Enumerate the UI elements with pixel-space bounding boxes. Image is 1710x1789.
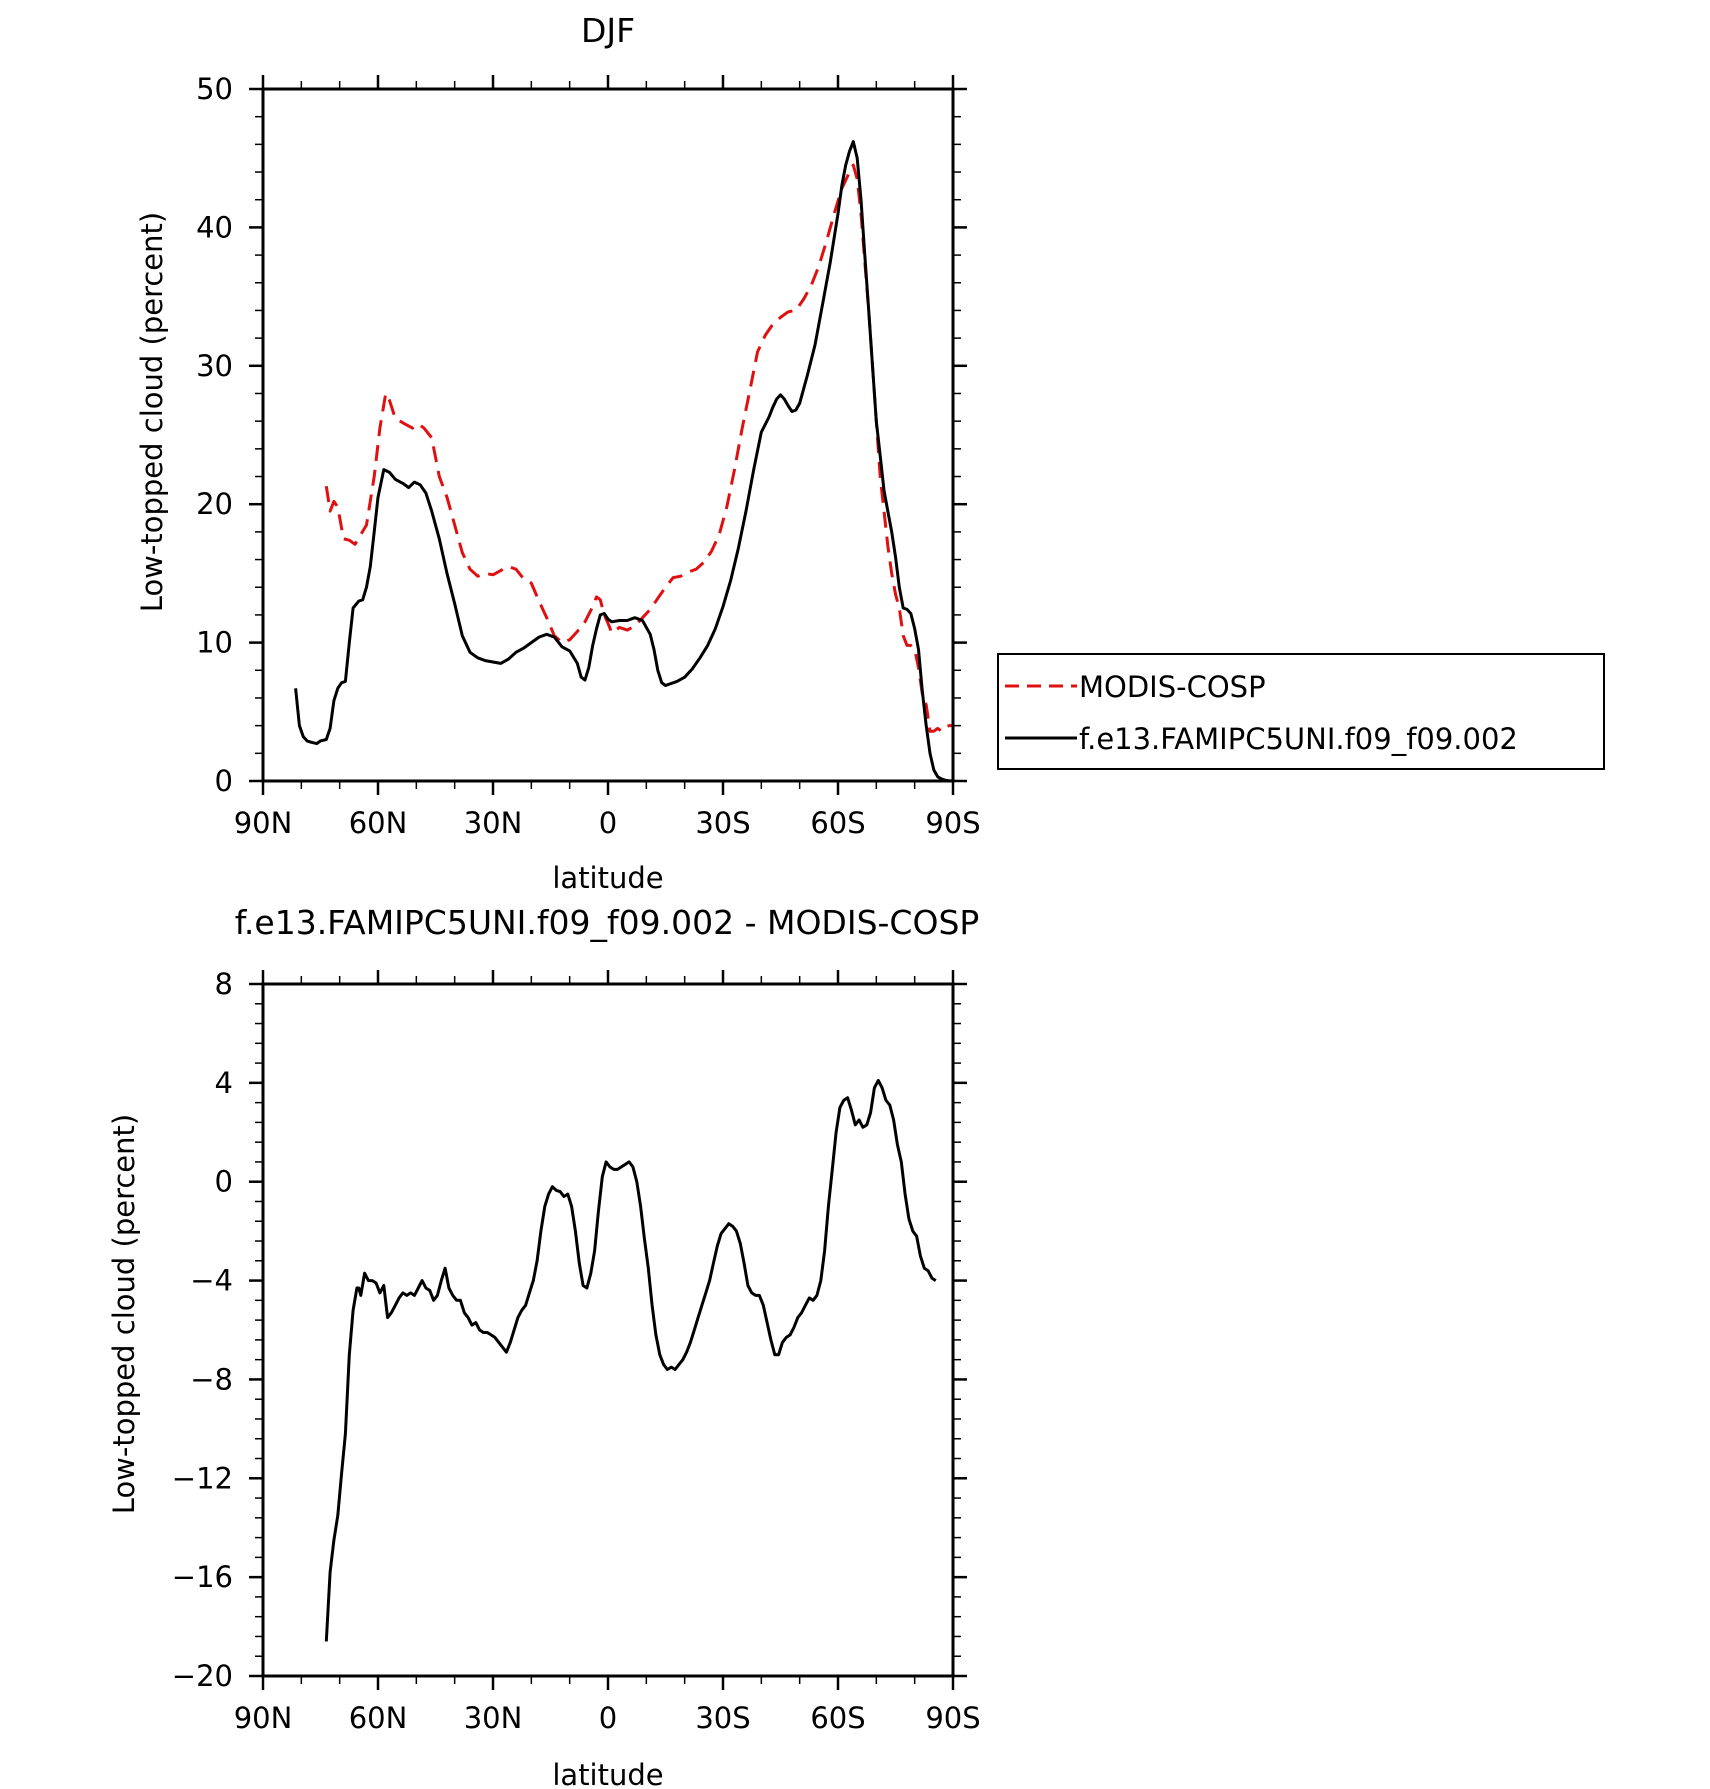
top-x-tick-label: 0 [599,806,617,840]
top-panel: DJF Low-topped cloud (percent) latitude … [135,11,1605,895]
bottom-y-tick-label: 4 [215,1066,233,1100]
bottom-series-line-model [324,1078,937,1642]
top-y-tick-label: 10 [196,626,233,660]
legend-label-modis: MODIS-COSP [1079,670,1266,704]
bottom-plot-frame [261,982,955,1678]
top-y-tick-label: 40 [196,210,233,244]
bottom-y-tick-label: 0 [215,1165,233,1199]
top-y-tick-label: 0 [215,764,233,798]
top-x-tick-label: 60S [810,806,865,840]
bottom-y-tick-label: −12 [172,1461,233,1495]
top-series-line-model [294,140,954,783]
bottom-axis-ticks [249,970,967,1690]
bottom-x-tick-label: 60S [810,1701,865,1735]
legend: MODIS-COSP f.e13.FAMIPC5UNI.f09_f09.002 [997,653,1605,770]
bottom-y-axis-label: Low-topped cloud (percent) [107,1114,141,1514]
top-x-axis-label: latitude [552,861,663,895]
bottom-y-tick-label: 8 [215,967,233,1001]
top-x-tick-label: 60N [349,806,408,840]
top-y-tick-labels: 0 10 20 30 40 50 [196,72,233,798]
bottom-series [324,1078,937,1642]
bottom-x-tick-label: 30N [464,1701,523,1735]
top-x-tick-label: 90S [925,806,980,840]
bottom-x-axis-label: latitude [552,1758,663,1789]
bottom-x-tick-label: 0 [599,1701,617,1735]
bottom-x-tick-label: 90S [925,1701,980,1735]
bottom-x-tick-label: 90N [234,1701,293,1735]
bottom-y-tick-labels: −20 −16 −12 −8 −4 0 4 8 [172,967,233,1693]
bottom-x-tick-labels: 90N 60N 30N 0 30S 60S 90S [234,1701,981,1735]
legend-label-model: f.e13.FAMIPC5UNI.f09_f09.002 [1079,722,1518,756]
bottom-chart-title: f.e13.FAMIPC5UNI.f09_f09.002 - MODIS-COS… [235,903,980,942]
top-x-tick-label: 90N [234,806,293,840]
top-plot-frame [261,87,955,783]
bottom-y-tick-label: −16 [172,1560,233,1594]
top-y-tick-label: 20 [196,487,233,521]
bottom-panel: f.e13.FAMIPC5UNI.f09_f09.002 - MODIS-COS… [107,903,981,1789]
bottom-x-tick-label: 30S [695,1701,750,1735]
bottom-y-tick-label: −8 [190,1362,233,1396]
top-series-line-modis-cosp [324,163,953,733]
bottom-y-tick-label: −20 [172,1659,233,1693]
legend-box [997,653,1605,770]
bottom-x-tick-label: 60N [349,1701,408,1735]
top-series [294,140,954,783]
bottom-y-tick-label: −4 [190,1264,233,1298]
top-x-tick-label: 30S [695,806,750,840]
top-x-tick-label: 30N [464,806,523,840]
top-y-tick-label: 50 [196,72,233,106]
top-x-tick-labels: 90N 60N 30N 0 30S 60S 90S [234,806,981,840]
top-y-axis-label: Low-topped cloud (percent) [135,212,169,612]
top-y-tick-label: 30 [196,349,233,383]
top-chart-title: DJF [581,11,635,50]
